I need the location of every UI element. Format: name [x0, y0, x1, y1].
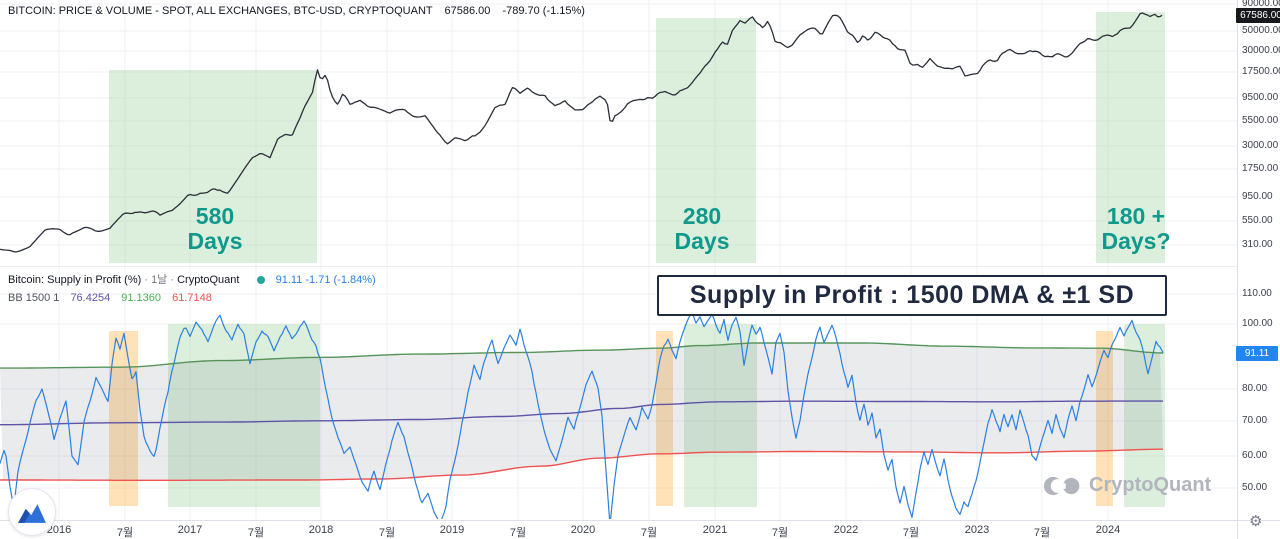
axis-tick-label: 50000.00 [1242, 25, 1280, 36]
axis-tick-label: 50.00 [1242, 482, 1268, 493]
bb-upper-value: 91.1360 [121, 292, 162, 304]
last-price-badge: 67586.00 [1236, 8, 1280, 23]
settings-gear-icon[interactable]: ⚙ [1249, 513, 1263, 530]
cryptoquant-logo-icon [1043, 476, 1080, 495]
axis-tick-label: 9500.00 [1242, 92, 1279, 103]
time-tick-label: 7월 [1033, 527, 1051, 539]
axis-tick-label: 550.00 [1242, 215, 1273, 226]
axis-tick-label: 80.00 [1242, 383, 1268, 394]
source-label[interactable]: CryptoQuant [177, 274, 240, 286]
series-source-logo [8, 488, 56, 536]
supply-change-value: -1.71 (-1.84%) [305, 274, 376, 286]
time-tick-label: 2020 [570, 524, 596, 536]
axis-tick-label: 70.00 [1242, 415, 1268, 426]
series-status-dot-icon [256, 276, 265, 284]
axis-tick-label: 3000.00 [1242, 140, 1279, 151]
watermark-text: CryptoQuant [1089, 474, 1212, 496]
axis-tick-label: 90000.00 [1242, 0, 1280, 9]
time-tick-label: 2018 [308, 524, 334, 536]
bb-legend-row: BB 1500 1 76.4254 91.1360 61.7148 [8, 292, 376, 304]
axis-tick-label: 310.00 [1242, 239, 1273, 250]
time-tick-label: 7월 [378, 527, 396, 539]
chart-title-overlay: Supply in Profit : 1500 DMA & ±1 SD [657, 275, 1167, 316]
supply-last-value: 91.11 [275, 274, 303, 286]
duration-annotation: 280 Days [674, 203, 730, 254]
time-tick-label: 7월 [640, 527, 658, 539]
duration-annotation: 180 + Days? [1101, 203, 1171, 254]
time-tick-label: 7월 [771, 527, 789, 539]
axis-tick-label: 950.00 [1242, 191, 1273, 202]
bb-lower-value: 61.7148 [172, 292, 212, 304]
axis-tick-label: 100.00 [1242, 318, 1273, 329]
time-tick-label: 2024 [1095, 524, 1121, 536]
cryptoquant-watermark: CryptoQuant [1043, 474, 1211, 497]
axis-tick-label: 60.00 [1242, 450, 1268, 461]
time-tick-label: 7월 [247, 527, 265, 539]
time-tick-label: 2016 [46, 524, 72, 536]
axis-tick-label: 110.00 [1242, 288, 1272, 299]
time-tick-label: 2021 [702, 524, 728, 536]
time-tick-label: 7월 [116, 527, 134, 539]
price-pane-legend: BITCOIN: PRICE & VOLUME - SPOT, ALL EXCH… [8, 5, 585, 17]
axis-tick-label: 5500.00 [1242, 115, 1279, 126]
axis-tick-label: 30000.00 [1242, 45, 1280, 56]
time-tick-label: 2019 [439, 524, 465, 536]
pane-separator[interactable] [0, 266, 1237, 267]
supply-pane-legend: Bitcoin: Supply in Profit (%) · 1날 · Cry… [8, 271, 376, 304]
duration-annotation: 580 Days [187, 203, 243, 254]
time-tick-label: 7월 [902, 527, 920, 539]
axis-tick-label: 17500.00 [1242, 66, 1280, 77]
bb-indicator-label[interactable]: BB 1500 1 [8, 292, 60, 304]
supply-legend-row: Bitcoin: Supply in Profit (%) · 1날 · Cry… [8, 271, 376, 287]
time-tick-label: 7월 [509, 527, 527, 539]
supply-series-title[interactable]: Bitcoin: Supply in Profit (%) [8, 274, 142, 286]
time-axis-divider [0, 520, 1280, 521]
price-axis-divider [1237, 0, 1238, 539]
mountain-chart-icon [18, 504, 46, 523]
supply-value-badge: 91.11 [1236, 346, 1278, 361]
bb-basis-value: 76.4254 [70, 292, 111, 304]
time-tick-label: 2022 [833, 524, 859, 536]
price-change-value: -789.70 (-1.15%) [502, 5, 585, 17]
price-pane-title[interactable]: BITCOIN: PRICE & VOLUME - SPOT, ALL EXCH… [8, 5, 433, 17]
time-tick-label: 2023 [964, 524, 990, 536]
interval-label[interactable]: · 1날 · [144, 274, 175, 286]
axis-tick-label: 1750.00 [1242, 163, 1279, 174]
last-price-value: 67586.00 [444, 5, 491, 17]
time-tick-label: 2017 [177, 524, 203, 536]
